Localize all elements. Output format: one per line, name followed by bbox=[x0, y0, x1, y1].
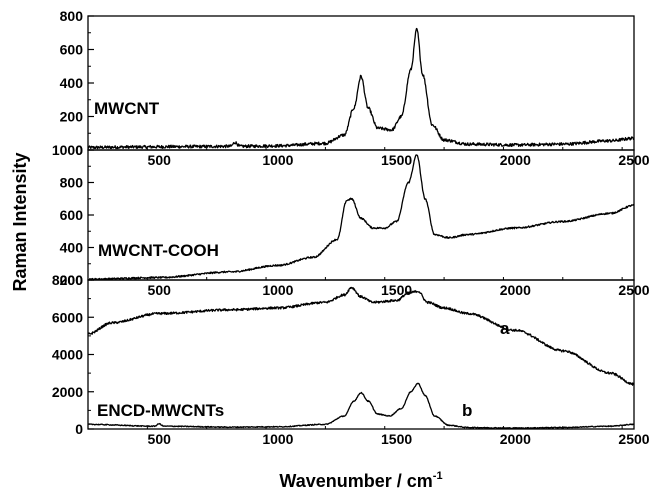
y-tick-label: 400 bbox=[60, 75, 84, 91]
panel-middle-label: MWCNT-COOH bbox=[98, 241, 219, 260]
panel-top-label: MWCNT bbox=[94, 99, 160, 118]
x-tick-label: 500 bbox=[148, 282, 172, 298]
y-axis-title: Raman Intensity bbox=[10, 152, 30, 291]
x-tick-label: 2000 bbox=[500, 152, 531, 168]
y-tick-label: 4000 bbox=[52, 347, 83, 363]
panel-bottom: 0 2000 4000 6000 8000 500 1000 1500 2000 2500 ENC… bbox=[52, 272, 650, 447]
x-axis-title-superscript: -1 bbox=[433, 470, 443, 482]
panel-top-ticks bbox=[87, 15, 623, 151]
y-tick-label: 1000 bbox=[52, 142, 83, 158]
y-axis-title-text: Raman Intensity bbox=[10, 152, 30, 291]
x-tick-label: 1500 bbox=[381, 431, 412, 447]
panel-middle-frame bbox=[87, 149, 635, 281]
panel-top-series-line bbox=[87, 27, 635, 150]
x-tick-label: 2000 bbox=[500, 282, 531, 298]
x-tick-label: 1500 bbox=[381, 152, 412, 168]
x-tick-label: 500 bbox=[148, 431, 172, 447]
series-a-label: a bbox=[500, 319, 510, 338]
y-tick-label: 0 bbox=[75, 421, 83, 437]
y-tick-label: 200 bbox=[60, 109, 84, 125]
panel-bottom-label: ENCD-MWCNTs bbox=[97, 401, 224, 420]
y-tick-label: 8000 bbox=[52, 272, 83, 288]
x-tick-label: 2000 bbox=[500, 431, 531, 447]
x-tick-label: 1000 bbox=[262, 282, 293, 298]
x-tick-label: 1000 bbox=[262, 152, 293, 168]
y-tick-label: 800 bbox=[60, 175, 84, 191]
x-tick-label: 1000 bbox=[262, 431, 293, 447]
y-tick-label: 6000 bbox=[52, 309, 83, 325]
y-tick-label: 400 bbox=[60, 240, 84, 256]
panel-bottom-tick-labels: 0 2000 4000 6000 8000 500 1000 1500 2000 2500 bbox=[52, 272, 650, 447]
y-tick-label: 200 bbox=[60, 272, 84, 288]
panel-middle-ticks bbox=[87, 149, 623, 281]
x-tick-label: 500 bbox=[148, 152, 172, 168]
y-tick-label: 600 bbox=[60, 42, 84, 58]
y-tick-label: 600 bbox=[60, 207, 84, 223]
panel-top-frame bbox=[87, 15, 635, 151]
y-tick-label: 800 bbox=[60, 8, 84, 24]
x-tick-label: 2500 bbox=[618, 431, 649, 447]
x-tick-label: 1500 bbox=[381, 282, 412, 298]
panel-bottom-series-a-line bbox=[87, 286, 635, 386]
panel-middle-series-line bbox=[87, 154, 635, 281]
y-tick-label: 0 bbox=[75, 142, 83, 158]
panel-bottom-series-b-line bbox=[87, 382, 635, 430]
x-axis-title: Wavenumber / cm-1 bbox=[279, 470, 442, 491]
x-axis-title-text: Wavenumber / cm bbox=[279, 471, 432, 491]
series-b-label: b bbox=[462, 401, 472, 420]
y-tick-label: 2000 bbox=[52, 384, 83, 400]
